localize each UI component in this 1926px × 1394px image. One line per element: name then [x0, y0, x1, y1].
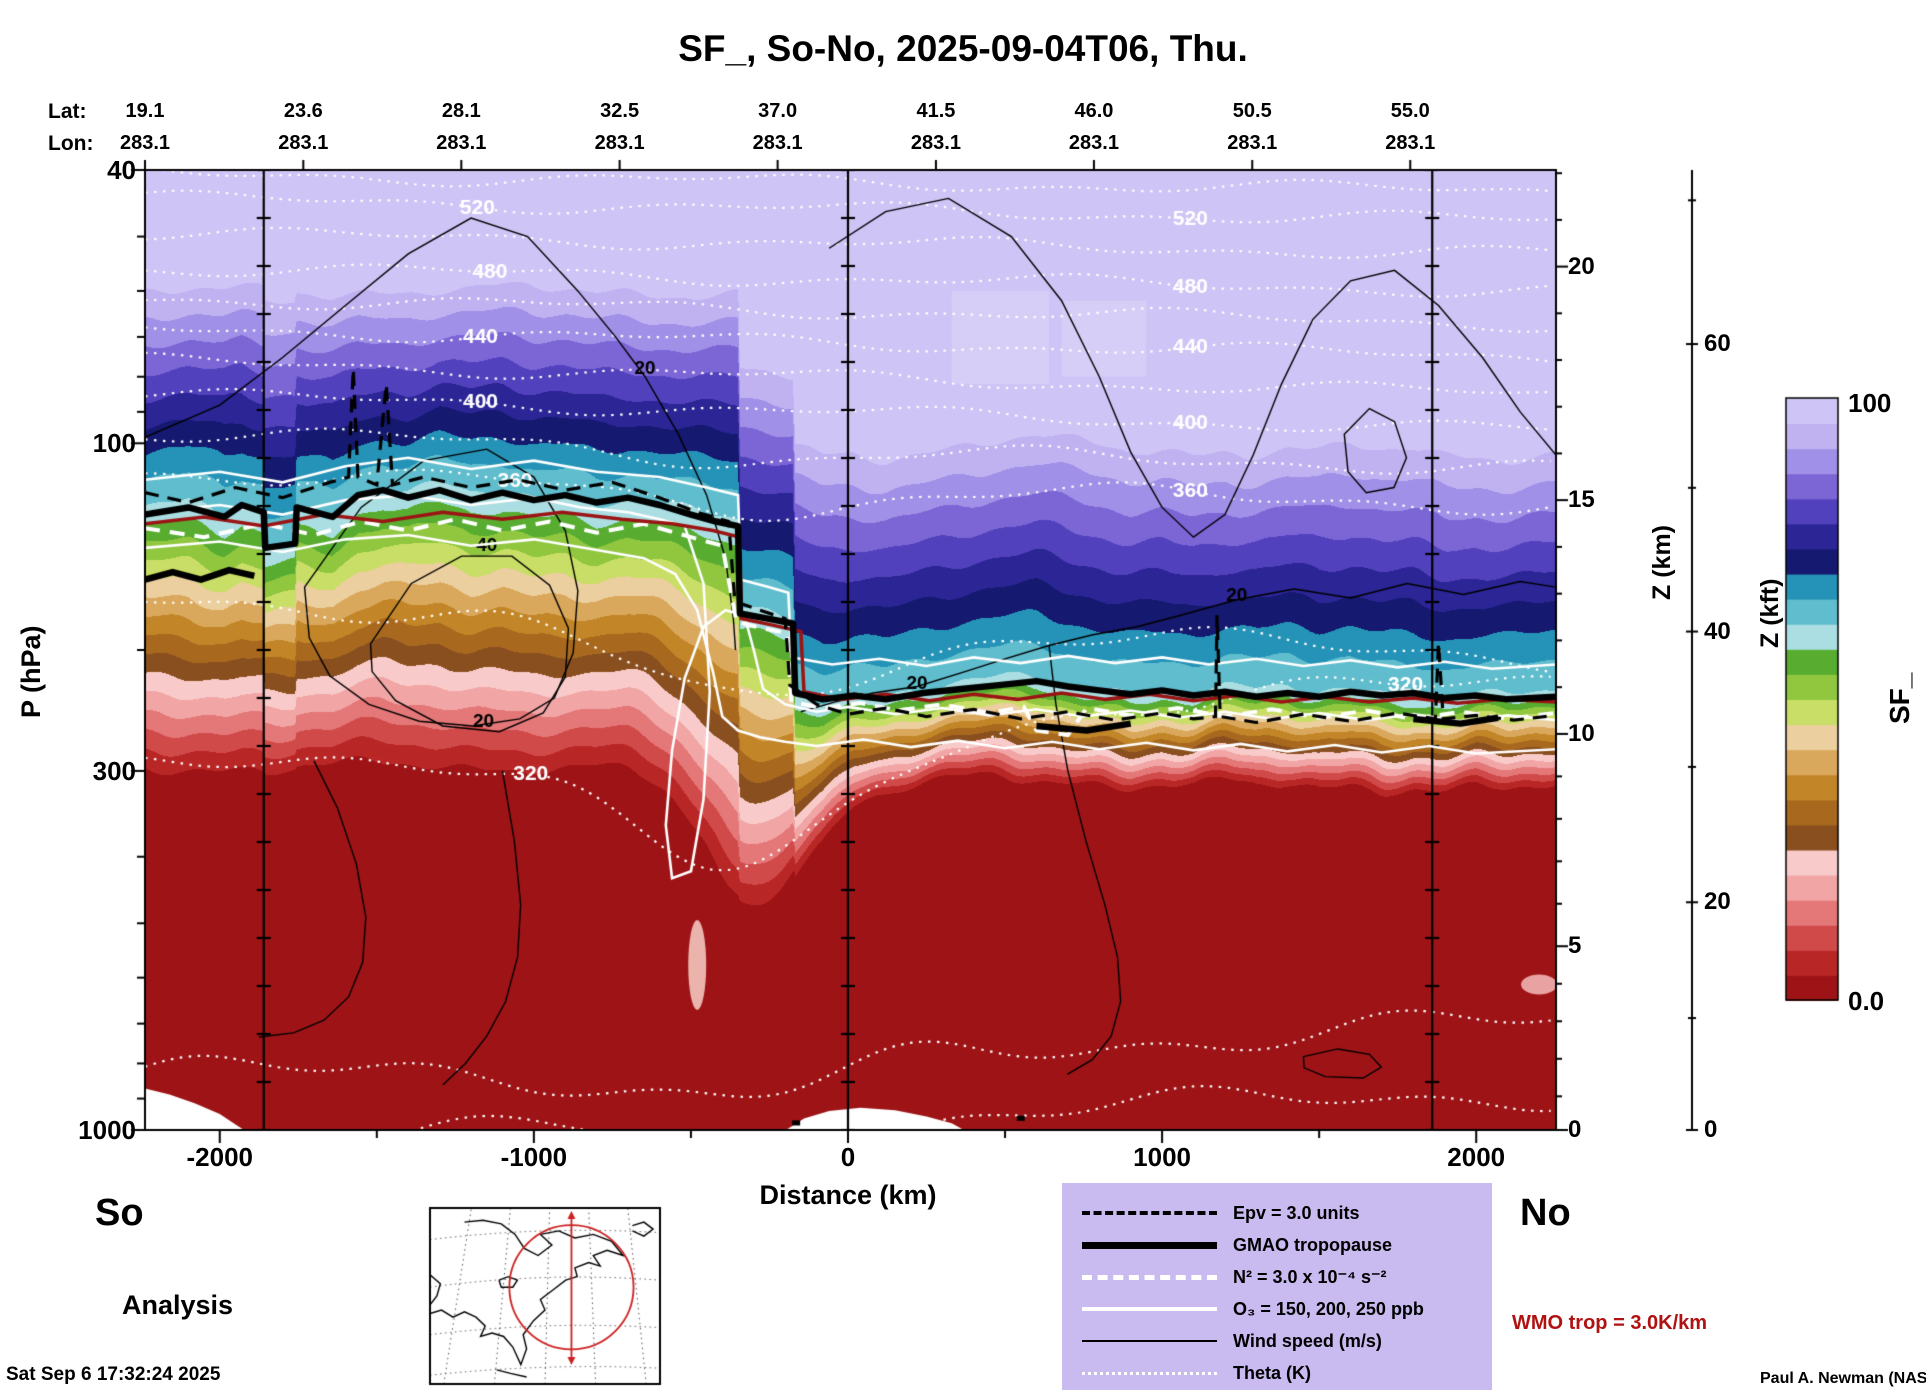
section-plot-canvas: [0, 0, 1926, 1394]
page: SF_, So-No, 2025-09-04T06, Thu. Lat: Lon…: [0, 0, 1926, 1394]
